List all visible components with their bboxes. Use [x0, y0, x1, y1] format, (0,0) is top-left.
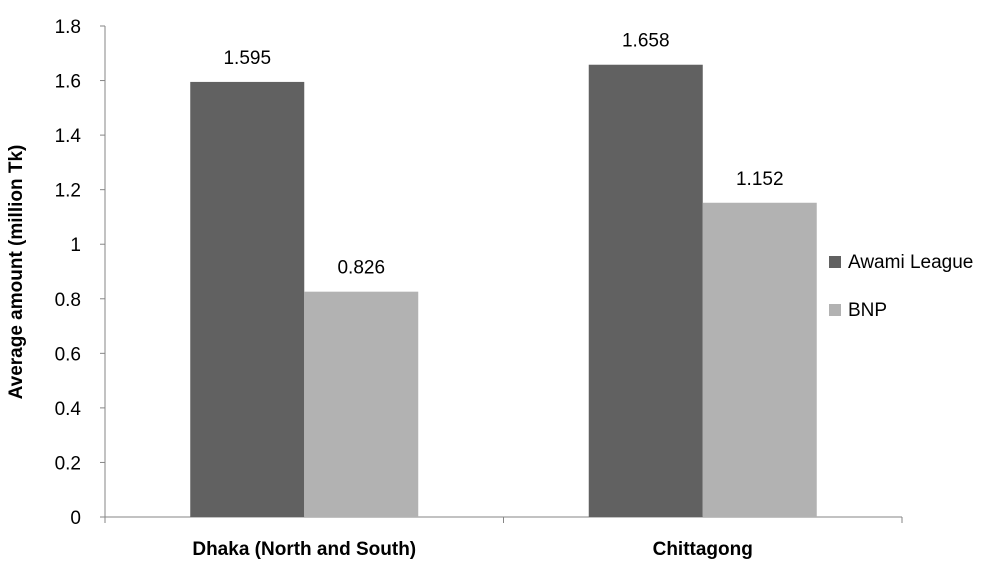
y-tick-label: 1.8 [55, 17, 81, 38]
data-label: 0.826 [337, 258, 385, 279]
legend-swatch [829, 256, 841, 268]
bar [304, 291, 419, 517]
legend-swatch [829, 304, 841, 316]
legend-label: Awami League [848, 252, 973, 273]
legend: Awami League BNP [829, 252, 973, 321]
bars [190, 64, 817, 518]
y-tick-label: 0 [70, 508, 81, 529]
bar [190, 81, 305, 518]
y-tick-label: 0.4 [55, 399, 82, 420]
bar [702, 202, 817, 517]
bar [588, 64, 703, 518]
x-category-label: Dhaka (North and South) [192, 539, 416, 560]
y-tick-label: 0.2 [55, 453, 81, 474]
x-category-label: Chittagong [653, 539, 753, 560]
data-label: 1.152 [736, 169, 784, 190]
y-tick-label: 1.4 [55, 126, 82, 147]
y-tick-label: 1.2 [55, 181, 81, 202]
data-labels: 1.595 0.826 1.658 1.152 [223, 31, 783, 279]
y-tick-label: 1.6 [55, 72, 81, 93]
y-tick-label: 0.6 [55, 344, 81, 365]
y-axis-title: Average amount (million Tk) [6, 145, 27, 400]
legend-label: BNP [848, 300, 887, 321]
y-tick-label: 0.8 [55, 290, 81, 311]
x-axis: Dhaka (North and South) Chittagong [104, 516, 903, 560]
y-axis: 0 0.2 0.4 0.6 0.8 1 1.2 1.4 1.6 1.8 [55, 17, 106, 529]
y-tick-label: 1 [70, 235, 81, 256]
data-label: 1.658 [622, 31, 670, 52]
data-label: 1.595 [223, 48, 271, 69]
